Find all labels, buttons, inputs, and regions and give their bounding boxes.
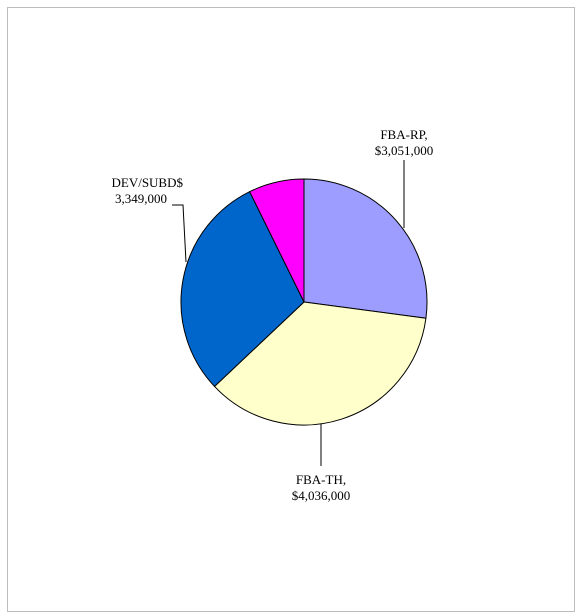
slice-other <box>248 178 305 303</box>
slice-label-fba-rp-value: $3,051,000 <box>375 143 434 158</box>
leader-lines <box>172 160 405 466</box>
slice-label-fba-th-value: $4,036,000 <box>292 488 351 503</box>
leader-line-dev-subd <box>172 204 187 263</box>
slice-label-fba-rp-name: FBA-RP, <box>380 127 427 142</box>
slice-fba-th <box>213 301 427 426</box>
slice-label-fba-th-name: FBA-TH, <box>296 472 346 487</box>
pie-slices <box>180 178 428 426</box>
slice-fba-rp <box>303 178 428 319</box>
slice-label-dev-subd-name: DEV/SUBD$ <box>111 175 183 190</box>
slice-label-dev-subd-value: 3,349,000 <box>115 191 167 206</box>
